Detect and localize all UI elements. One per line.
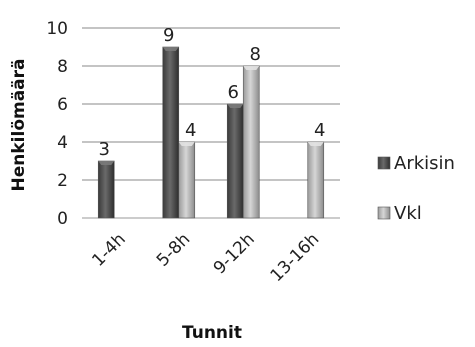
bar-arkisin-1-4h bbox=[97, 160, 115, 219]
y-tick-label: 8 bbox=[57, 57, 68, 77]
y-tick-label: 6 bbox=[57, 95, 68, 115]
data-label: 8 bbox=[250, 44, 261, 65]
data-label: 4 bbox=[314, 120, 325, 141]
x-axis-ticks: 1-4h 5-8h 9-12h 13-16h bbox=[88, 229, 323, 286]
bar-arkisin-9-12h bbox=[226, 103, 244, 219]
data-labels: 3 9 4 68 4 bbox=[99, 25, 326, 160]
y-axis-ticks: 0 2 4 6 8 10 bbox=[46, 19, 68, 229]
legend-label: Vkl bbox=[394, 203, 422, 224]
y-tick-label: 0 bbox=[57, 209, 68, 229]
legend-swatch bbox=[377, 206, 391, 220]
bar-vkl-9-12h bbox=[242, 65, 260, 219]
x-tick-label: 1-4h bbox=[88, 229, 129, 270]
data-label: 9 bbox=[163, 25, 174, 46]
y-axis-title: Henkilömäärä bbox=[9, 58, 29, 191]
x-axis-title: Tunnit bbox=[182, 323, 242, 343]
legend-item-arkisin: Arkisin bbox=[377, 153, 455, 174]
y-tick-label: 2 bbox=[57, 171, 68, 191]
bar-arkisin-5-8h bbox=[162, 46, 180, 219]
legend: Arkisin Vkl bbox=[377, 153, 455, 224]
data-label: 4 bbox=[185, 120, 196, 141]
bars bbox=[97, 46, 325, 219]
x-tick-label: 9-12h bbox=[210, 229, 259, 278]
gridlines bbox=[82, 27, 340, 181]
legend-label: Arkisin bbox=[394, 153, 455, 174]
y-tick-label: 10 bbox=[46, 19, 68, 39]
legend-item-vkl: Vkl bbox=[377, 203, 422, 224]
data-label: 3 bbox=[99, 139, 110, 160]
bar-vkl-5-8h bbox=[178, 141, 196, 219]
x-tick-label: 5-8h bbox=[153, 229, 194, 270]
x-tick-label: 13-16h bbox=[267, 229, 324, 286]
data-label: 6 bbox=[228, 82, 239, 103]
bar-vkl-13-16h bbox=[307, 141, 325, 219]
legend-swatch bbox=[377, 156, 391, 170]
y-tick-label: 4 bbox=[57, 133, 68, 153]
